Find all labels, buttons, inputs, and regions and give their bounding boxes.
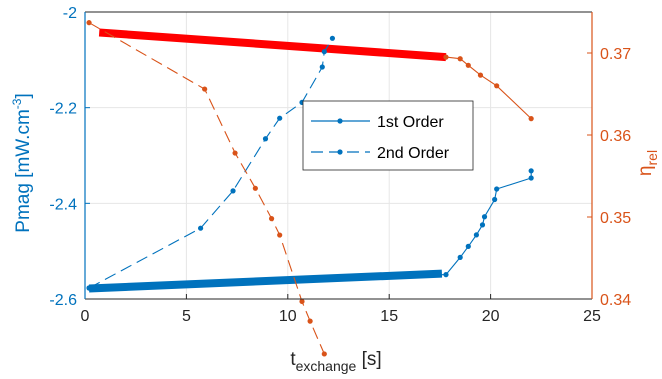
series-1-point-7 bbox=[321, 49, 327, 55]
series-0-point-2 bbox=[457, 254, 463, 260]
series-line-0 bbox=[89, 170, 532, 289]
legend-marker-1st-order bbox=[337, 118, 343, 124]
series-0-point-5 bbox=[479, 222, 486, 228]
y-axis-left-label: Pmag [mW.cm-3] bbox=[10, 93, 34, 232]
series-3-point-8 bbox=[321, 351, 327, 357]
y-axis-right-label-sub: rel bbox=[644, 150, 660, 166]
series-1-point-0 bbox=[86, 285, 92, 291]
series-3-point-0 bbox=[86, 20, 92, 26]
y-left-tick-label-3: -2 bbox=[63, 5, 77, 22]
series-3-point-3 bbox=[252, 185, 258, 191]
legend-marker-2nd-order bbox=[337, 149, 343, 155]
y-right-tick-label-2: 0.36 bbox=[600, 128, 631, 145]
x-axis-label: texchange [s] bbox=[290, 349, 381, 374]
series-0-point-8 bbox=[494, 186, 500, 192]
series-2-point-3 bbox=[477, 72, 484, 78]
series-3-point-6 bbox=[299, 298, 305, 305]
x-axis-label-sub: exchange bbox=[296, 358, 357, 374]
series-0-point-7 bbox=[492, 196, 498, 203]
x-axis-label-unit: [s] bbox=[356, 349, 381, 370]
axes bbox=[84, 11, 593, 300]
series-3-point-4 bbox=[268, 216, 275, 222]
legend-label-1st-order: 1st Order bbox=[377, 114, 444, 131]
series-2-point-0 bbox=[443, 54, 449, 60]
series-0-point-4 bbox=[473, 232, 480, 238]
series-0-point-9 bbox=[528, 175, 534, 181]
series-3-point-5 bbox=[277, 232, 283, 238]
x-axis-label-main: t bbox=[290, 349, 296, 370]
legend: 1st Order 2nd Order bbox=[302, 100, 474, 171]
y-axis-left-label-main: Pmag [mW.cm bbox=[13, 109, 34, 233]
y-right-tick-label-1: 0.35 bbox=[600, 210, 631, 227]
series-1-point-1 bbox=[197, 225, 204, 231]
series-1-point-3 bbox=[262, 136, 269, 142]
x-tick-label-3: 15 bbox=[380, 308, 398, 325]
series-2-point-1 bbox=[457, 56, 463, 62]
x-tick-label-0: 0 bbox=[81, 308, 90, 325]
series-0-point-6 bbox=[481, 214, 488, 220]
y-left-tick-label-0: -2.6 bbox=[49, 292, 77, 309]
y-axis-left-label-end: ] bbox=[13, 93, 34, 98]
y-left-tick-label-2: -2.2 bbox=[49, 101, 77, 118]
x-tick-label-2: 10 bbox=[279, 308, 297, 325]
y-axis-left-label-sup: -3 bbox=[10, 98, 24, 109]
series-1-point-6 bbox=[319, 64, 325, 70]
series-line-1 bbox=[88, 38, 333, 289]
series-3-point-1 bbox=[202, 86, 208, 92]
x-tick-label-4: 20 bbox=[482, 308, 500, 325]
legend-box bbox=[302, 100, 474, 171]
series-2-point-2 bbox=[465, 62, 471, 68]
thick-line-1 bbox=[98, 28, 447, 62]
y-axis-right-label: ηrel bbox=[635, 150, 660, 176]
series-3-point-7 bbox=[307, 318, 313, 324]
series-1-point-2 bbox=[230, 188, 236, 194]
series-1-point-4 bbox=[277, 115, 283, 121]
series-0-point-3 bbox=[465, 243, 471, 249]
series-0-point-10 bbox=[528, 168, 534, 174]
series-2-point-4 bbox=[494, 83, 500, 89]
tick-labels: 0 5 10 15 20 25 -2.6 -2.4 -2.2 -2 0.34 0.35 0.36 0.37 bbox=[49, 5, 631, 325]
y-right-tick-label-0: 0.34 bbox=[600, 292, 631, 309]
legend-label-2nd-order: 2nd Order bbox=[377, 145, 450, 162]
y-axis-right-label-main: η bbox=[635, 165, 656, 176]
series-line-3 bbox=[88, 22, 325, 355]
x-tick-label-1: 5 bbox=[182, 308, 191, 325]
series-0-point-1 bbox=[443, 272, 449, 278]
series-3-point-2 bbox=[232, 150, 238, 156]
series-lines bbox=[86, 20, 534, 357]
series-2-point-5 bbox=[528, 116, 534, 122]
y-right-tick-label-3: 0.37 bbox=[600, 46, 631, 63]
series-1-point-8 bbox=[329, 35, 336, 41]
y-left-tick-label-1: -2.4 bbox=[49, 196, 77, 213]
x-tick-label-5: 25 bbox=[583, 308, 601, 325]
